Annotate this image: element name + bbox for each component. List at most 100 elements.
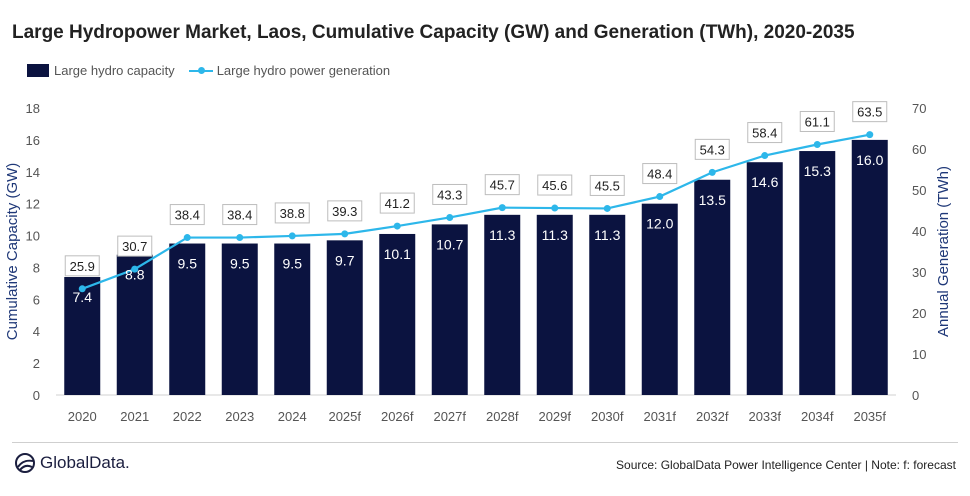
capacity-bar xyxy=(431,224,468,395)
generation-point xyxy=(236,234,244,242)
x-tick-label: 2026f xyxy=(381,409,414,424)
x-tick-label: 2022 xyxy=(173,409,202,424)
y-right-tick-label: 70 xyxy=(912,101,926,116)
x-tick-label: 2027f xyxy=(433,409,466,424)
y-left-tick-label: 18 xyxy=(26,101,40,116)
capacity-data-label: 15.3 xyxy=(804,163,831,179)
y-right-tick-label: 50 xyxy=(912,183,926,198)
y-right-axis-title: Annual Generation (TWh) xyxy=(935,166,952,337)
generation-data-label: 58.4 xyxy=(752,126,777,141)
chart-title: Large Hydropower Market, Laos, Cumulativ… xyxy=(12,22,855,43)
combo-chart: 0 2 4 6 8 10 12 14 16 18 0 10 20 30 40 50 60 70 Cumulative… xyxy=(4,101,952,424)
capacity-data-label: 10.1 xyxy=(384,246,411,262)
generation-point xyxy=(498,204,506,212)
capacity-data-label: 8.8 xyxy=(125,267,145,283)
y-left-tick-label: 4 xyxy=(33,324,40,339)
generation-label-box xyxy=(799,110,835,132)
generation-data-label: 38.4 xyxy=(175,208,200,223)
generation-line xyxy=(81,133,870,290)
y-right-tick-label: 20 xyxy=(912,306,926,321)
capacity-bar xyxy=(169,243,206,395)
generation-label-box xyxy=(117,235,153,257)
capacity-data-label: 9.5 xyxy=(283,256,303,272)
x-tick-label: 2034f xyxy=(801,409,834,424)
y-right-tick-label: 60 xyxy=(912,142,926,157)
generation-label-box xyxy=(432,183,468,205)
y-left-axis-title: Cumulative Capacity (GW) xyxy=(4,163,21,341)
generation-label-box xyxy=(537,174,573,196)
generation-label-box xyxy=(484,174,520,196)
generation-point xyxy=(761,152,769,160)
generation-point xyxy=(131,265,139,273)
generation-point xyxy=(393,222,401,230)
y-right-tick-label: 10 xyxy=(912,347,926,362)
capacity-data-label: 9.7 xyxy=(335,252,355,268)
capacity-bar xyxy=(589,214,626,395)
generation-data-label: 41.2 xyxy=(385,196,410,211)
generation-data-label: 43.3 xyxy=(437,187,462,202)
generation-point xyxy=(813,140,821,148)
y-left-tick-label: 10 xyxy=(26,229,40,244)
x-tick-label: 2033f xyxy=(748,409,781,424)
generation-data-label: 38.8 xyxy=(280,206,305,221)
generation-label-box xyxy=(589,174,625,196)
y-left-tick-label: 12 xyxy=(26,197,40,212)
capacity-data-label: 11.3 xyxy=(489,227,515,243)
y-left-tick-label: 14 xyxy=(26,165,40,180)
generation-point xyxy=(446,213,454,221)
x-tick-label: 2032f xyxy=(696,409,729,424)
globaldata-logo-icon xyxy=(15,453,35,473)
x-tick-label: 2025f xyxy=(328,409,361,424)
capacity-data-label: 14.6 xyxy=(751,174,778,190)
legend-swatch-capacity xyxy=(27,64,49,77)
capacity-bar xyxy=(326,240,363,395)
generation-data-label: 45.5 xyxy=(595,178,620,193)
generation-point xyxy=(183,234,191,242)
generation-point xyxy=(78,285,86,293)
capacity-bar xyxy=(116,254,153,395)
generation-label-box xyxy=(169,204,205,226)
legend: Large hydro capacity Large hydro power g… xyxy=(27,63,404,78)
generation-label-box xyxy=(694,138,730,160)
generation-label-box xyxy=(642,163,678,185)
source-note: Source: GlobalData Power Intelligence Ce… xyxy=(616,458,956,472)
capacity-data-label: 7.4 xyxy=(73,289,93,305)
generation-data-label: 30.7 xyxy=(122,239,147,254)
legend-item-generation: Large hydro power generation xyxy=(188,63,391,78)
y-left-tick-label: 8 xyxy=(33,260,40,275)
x-tick-label: 2024 xyxy=(278,409,307,424)
generation-point xyxy=(341,230,349,238)
logo-text: GlobalData. xyxy=(40,453,130,472)
x-tick-label: 2028f xyxy=(486,409,519,424)
generation-data-label: 38.4 xyxy=(227,208,252,223)
generation-point xyxy=(866,131,874,139)
capacity-bar xyxy=(799,151,836,395)
x-tick-label: 2023 xyxy=(225,409,254,424)
legend-item-capacity: Large hydro capacity xyxy=(27,63,175,78)
generation-label-box xyxy=(327,200,363,222)
generation-label-box xyxy=(379,192,415,214)
generation-data-label: 48.4 xyxy=(647,167,672,182)
capacity-bar xyxy=(694,179,731,395)
capacity-data-label: 9.5 xyxy=(230,256,250,272)
x-tick-label: 2021 xyxy=(120,409,149,424)
y-right-tick-label: 30 xyxy=(912,265,926,280)
capacity-bar xyxy=(379,233,416,395)
generation-point xyxy=(656,193,664,201)
generation-point xyxy=(708,168,716,176)
capacity-data-label: 9.5 xyxy=(178,256,198,272)
generation-data-label: 61.1 xyxy=(805,114,830,129)
generation-label-box xyxy=(222,204,258,226)
capacity-bar xyxy=(851,139,888,395)
generation-data-label: 25.9 xyxy=(70,259,95,274)
generation-data-label: 45.6 xyxy=(542,178,567,193)
x-tick-label: 2030f xyxy=(591,409,624,424)
capacity-data-label: 10.7 xyxy=(436,236,463,252)
x-tick-label: 2020 xyxy=(68,409,97,424)
legend-label-generation: Large hydro power generation xyxy=(216,63,391,78)
legend-swatch-generation xyxy=(188,64,213,77)
capacity-data-label: 11.3 xyxy=(594,227,620,243)
y-left-tick-label: 0 xyxy=(33,388,40,403)
capacity-data-label: 13.5 xyxy=(699,192,726,208)
capacity-bar xyxy=(484,214,521,395)
